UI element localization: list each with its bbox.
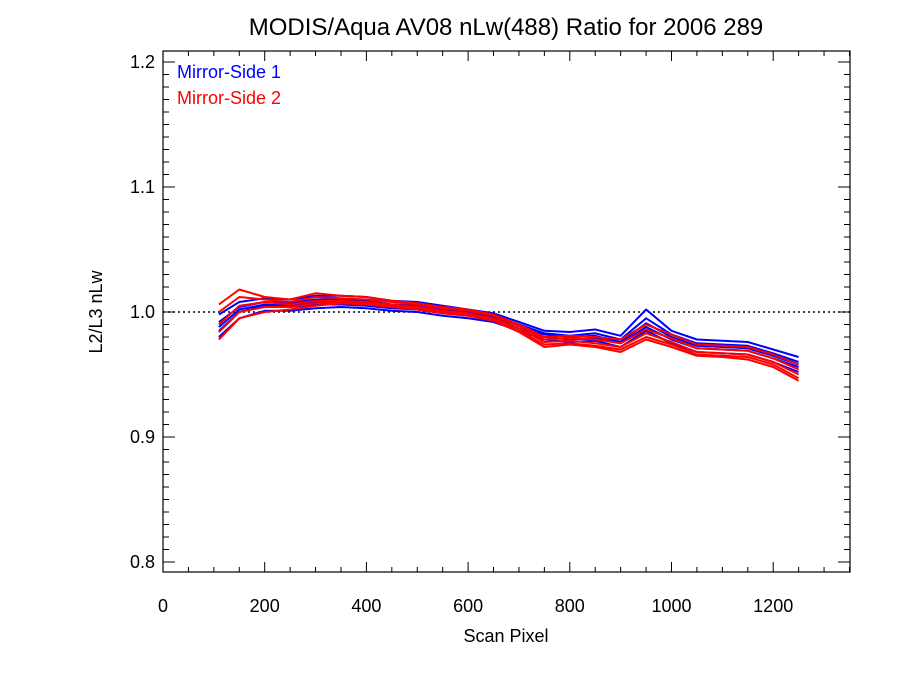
x-tick-label: 0 — [158, 596, 168, 616]
series-2-line-2 — [218, 299, 800, 376]
legend-mirror-side-1: Mirror-Side 1 — [177, 62, 281, 82]
series-1-line-3 — [218, 294, 799, 358]
series-2-line-4 — [218, 288, 799, 366]
series-2-line-1 — [218, 302, 800, 382]
x-tick-labels: 0 200 400 600 800 1000 1200 — [158, 596, 793, 616]
x-tick-label: 1000 — [651, 596, 691, 616]
x-tick-label: 1200 — [753, 596, 793, 616]
chart-title: MODIS/Aqua AV08 nLw(488) Ratio for 2006 … — [249, 14, 764, 41]
y-tick-label: 1.1 — [130, 177, 155, 197]
series-2-line-5 — [218, 301, 800, 380]
y-tick-label: 0.9 — [130, 427, 155, 447]
x-axis-title: Scan Pixel — [463, 626, 548, 646]
series-1-line-1 — [218, 303, 799, 368]
x-tick-label: 400 — [351, 596, 381, 616]
y-axis-title: L2/L3 nLw — [86, 269, 106, 353]
series-lines — [218, 288, 800, 382]
y-tick-label: 0.8 — [130, 552, 155, 572]
y-tick-label: 1.2 — [130, 52, 155, 72]
x-tick-label: 600 — [453, 596, 483, 616]
y-tick-labels: 0.8 0.9 1.0 1.1 1.2 — [130, 52, 155, 572]
y-tick-label: 1.0 — [130, 302, 155, 322]
axis-ticks — [162, 51, 850, 572]
legend-mirror-side-2: Mirror-Side 2 — [177, 88, 281, 108]
x-tick-label: 800 — [555, 596, 585, 616]
x-tick-label: 200 — [250, 596, 280, 616]
series-2-line-3 — [218, 296, 800, 371]
